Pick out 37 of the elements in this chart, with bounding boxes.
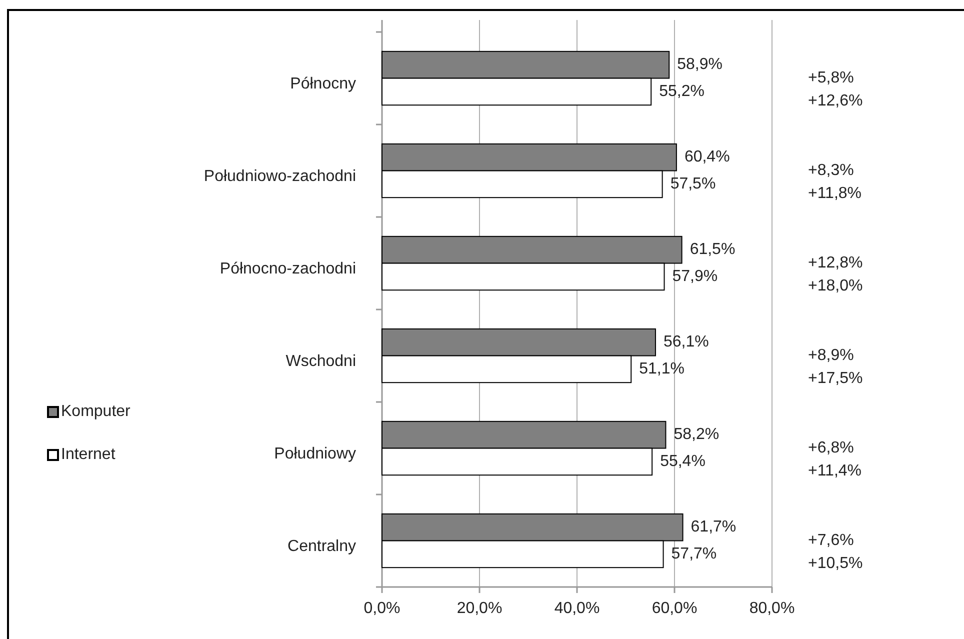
data-label: 58,9%	[677, 56, 723, 74]
x-tick-label: 80,0%	[749, 600, 795, 618]
text: +7,6%	[808, 532, 854, 549]
text: +18,0%	[808, 277, 863, 294]
y-tick-label: Południowo-zachodni	[204, 168, 356, 185]
x-tick-label: 60,0%	[652, 600, 698, 618]
text: +8,9%	[808, 346, 854, 364]
data-label: 56,1%	[663, 334, 709, 351]
data-label: 55,4%	[660, 452, 706, 470]
data-label: 55,2%	[659, 82, 704, 100]
data-label: 57,5%	[670, 175, 716, 192]
x-tick-label: 0,0%	[364, 600, 400, 618]
data-label: 51,1%	[639, 360, 684, 378]
data-label: 61,5%	[690, 241, 736, 258]
y-tick-label: Północno-zachodni	[220, 260, 356, 278]
data-label: 57,7%	[671, 545, 717, 562]
x-tick-label: 40,0%	[554, 600, 600, 618]
y-tick-label: Wschodni	[286, 352, 356, 370]
text: +5,8%	[808, 69, 854, 86]
text: +11,8%	[808, 184, 862, 202]
text: +10,5%	[808, 554, 863, 572]
x-tick-label: 20,0%	[456, 600, 502, 618]
y-tick-label: Południowy	[274, 445, 356, 462]
text: +12,6%	[808, 92, 863, 110]
data-label: 61,7%	[690, 518, 736, 536]
text: +6,8%	[808, 439, 854, 456]
text: +11,4%	[808, 462, 862, 480]
text: +8,3%	[808, 162, 854, 179]
data-label: 60,4%	[684, 148, 730, 166]
y-tick-label: Północny	[290, 75, 356, 92]
legend-label: Internet	[61, 446, 116, 464]
y-tick-label: Centralny	[288, 538, 356, 555]
data-label: 57,9%	[672, 268, 718, 285]
text: +12,8%	[808, 254, 863, 272]
text: +17,5%	[808, 370, 863, 387]
data-label: 58,2%	[674, 426, 720, 444]
legend-label: Komputer	[61, 403, 132, 420]
